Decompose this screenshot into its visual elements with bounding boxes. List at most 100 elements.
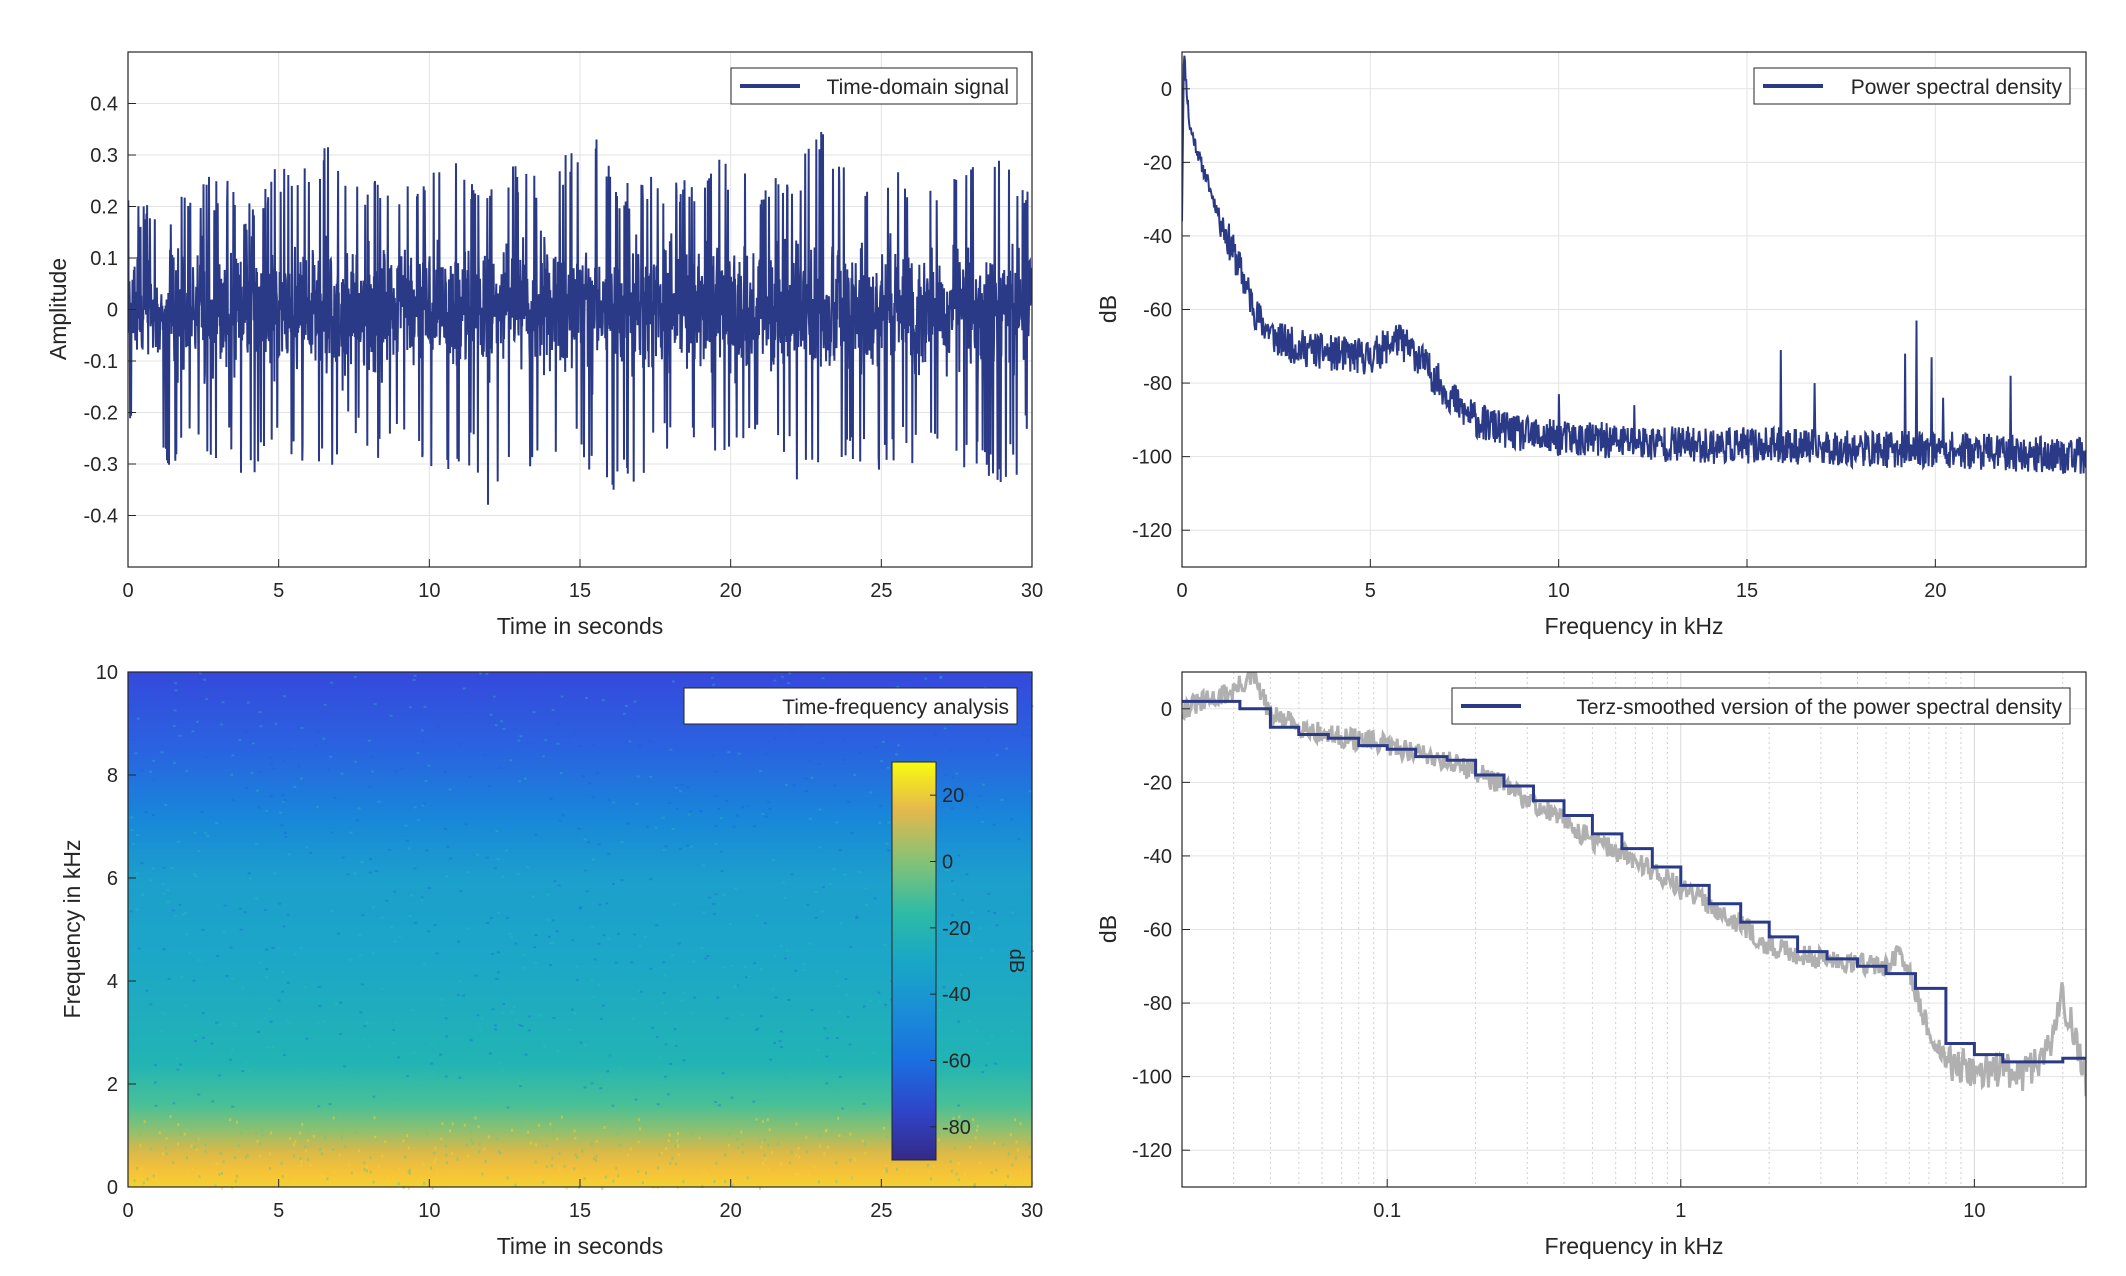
- spectrogram-pixel: [369, 858, 372, 861]
- spectrogram-pixel: [674, 1044, 678, 1047]
- x-tick-label: 15: [569, 1200, 591, 1222]
- spectrogram-pixel: [954, 1057, 958, 1060]
- colorbar-tick-label: 0: [942, 852, 953, 874]
- spectrogram-pixel: [408, 1187, 410, 1190]
- spectrogram-pixel: [499, 1151, 502, 1155]
- spectrogram-pixel: [587, 841, 590, 843]
- spectrogram-image: [128, 672, 1032, 1187]
- spectrogram-pixel: [519, 735, 523, 738]
- x-tick-label: 5: [273, 580, 284, 602]
- spectrogram-pixel: [885, 1164, 887, 1168]
- legend-terz[interactable]: Terz-smoothed version of the power spect…: [1451, 687, 2071, 725]
- spectrogram-pixel: [134, 752, 138, 755]
- spectrogram-pixel: [557, 884, 561, 887]
- spectrogram-pixel: [995, 754, 999, 756]
- legend-spectrogram[interactable]: Time-frequency analysis: [683, 687, 1018, 725]
- spectrogram-pixel: [301, 1122, 304, 1126]
- spectrogram-pixel: [423, 705, 427, 708]
- spectrogram-pixel: [675, 808, 679, 810]
- spectrogram-pixel: [322, 1175, 325, 1178]
- spectrogram-pixel: [662, 961, 666, 964]
- spectrogram-pixel: [355, 1131, 358, 1135]
- spectrogram-pixel: [872, 1052, 876, 1054]
- spectrogram-pixel: [1012, 1115, 1015, 1119]
- spectrogram-pixel: [734, 984, 738, 987]
- spectrogram-pixel: [430, 1062, 434, 1065]
- spectrogram-pixel: [335, 1003, 339, 1006]
- spectrogram-pixel: [174, 689, 178, 692]
- spectrogram-pixel: [592, 996, 596, 998]
- spectrogram-pixel: [358, 954, 362, 957]
- y-tick-label: 0.2: [90, 197, 118, 219]
- spectrogram-pixel: [443, 827, 447, 830]
- spectrogram-pixel: [371, 952, 375, 955]
- legend-time-domain[interactable]: Time-domain signal: [730, 67, 1018, 105]
- spectrogram-pixel: [835, 1037, 839, 1039]
- spectrogram-pixel: [661, 1001, 665, 1004]
- spectrogram-pixel: [200, 1173, 203, 1177]
- spectrogram-pixel: [952, 1117, 955, 1120]
- spectrogram-pixel: [365, 1021, 369, 1024]
- spectrogram-pixel: [136, 1166, 138, 1170]
- spectrogram-pixel: [246, 701, 250, 704]
- spectrogram-pixel: [566, 735, 570, 738]
- panel-time-domain: 0 5 10 15 20 25 30 -0.4 -0.3 -0.2 -0.1 0 0.1 0.2 0.3 0.…: [45, 51, 1043, 639]
- spectrogram-pixel: [553, 682, 557, 685]
- spectrogram-pixel: [842, 739, 846, 742]
- legend-psd[interactable]: Power spectral density: [1753, 67, 2071, 105]
- spectrogram-pixel: [420, 729, 424, 732]
- spectrogram-pixel: [727, 751, 731, 754]
- spectrogram-pixel: [637, 990, 641, 993]
- spectrogram-pixel: [804, 777, 808, 780]
- spectrogram-pixel: [682, 1059, 686, 1062]
- spectrogram-pixel: [139, 1144, 142, 1148]
- spectrogram-pixel: [959, 974, 963, 977]
- spectrogram-pixel: [132, 842, 135, 845]
- spectrogram-pixel: [198, 672, 202, 675]
- spectrogram-pixel: [975, 1029, 979, 1032]
- spectrogram-pixel: [599, 1075, 603, 1078]
- spectrogram-pixel: [970, 911, 974, 914]
- spectrogram-pixel: [818, 846, 822, 849]
- spectrogram-pixel: [639, 990, 643, 993]
- spectrogram-pixel: [754, 1029, 758, 1031]
- time-domain-signal-line: [128, 131, 1032, 505]
- spectrogram-pixel: [896, 1167, 898, 1171]
- spectrogram-pixel: [655, 924, 659, 927]
- spectrogram-pixel: [238, 738, 242, 741]
- spectrogram-pixel: [973, 1184, 976, 1188]
- spectrogram-pixel: [708, 896, 712, 899]
- spectrogram-pixel: [781, 881, 785, 884]
- spectrogram-pixel: [460, 1174, 463, 1178]
- spectrogram-pixel: [960, 899, 964, 902]
- spectrogram-pixel: [773, 955, 777, 958]
- spectrogram-pixel: [330, 909, 334, 912]
- spectrogram-pixel: [807, 759, 811, 762]
- spectrogram-pixel: [957, 1020, 960, 1023]
- spectrogram-pixel: [185, 769, 189, 772]
- spectrogram-pixel: [413, 708, 417, 711]
- spectrogram-pixel: [142, 1181, 145, 1185]
- spectrogram-pixel: [495, 977, 499, 980]
- spectrogram-pixel: [664, 1043, 668, 1046]
- spectrogram-pixel: [534, 934, 538, 937]
- spectrogram-pixel: [942, 986, 946, 989]
- spectrogram-pixel: [184, 1124, 187, 1128]
- spectrogram-pixel: [163, 1013, 167, 1016]
- spectrogram-pixel: [200, 810, 204, 813]
- spectrogram-pixel: [722, 966, 726, 969]
- spectrogram-pixel: [611, 1104, 615, 1107]
- spectrogram-pixel: [255, 1131, 258, 1135]
- spectrogram-pixel: [198, 959, 202, 961]
- spectrogram-pixel: [938, 1131, 941, 1135]
- spectrogram-pixel: [852, 1156, 855, 1160]
- spectrogram-pixel: [405, 1075, 409, 1078]
- y-tick-label: 8: [107, 765, 118, 787]
- spectrogram-pixel: [199, 687, 203, 690]
- spectrogram-pixel: [135, 872, 139, 875]
- spectrogram-pixel: [191, 1125, 194, 1129]
- spectrogram-pixel: [616, 1132, 619, 1136]
- spectrogram-pixel: [857, 871, 861, 873]
- spectrogram-pixel: [590, 979, 594, 982]
- spectrogram-pixel: [690, 1133, 693, 1137]
